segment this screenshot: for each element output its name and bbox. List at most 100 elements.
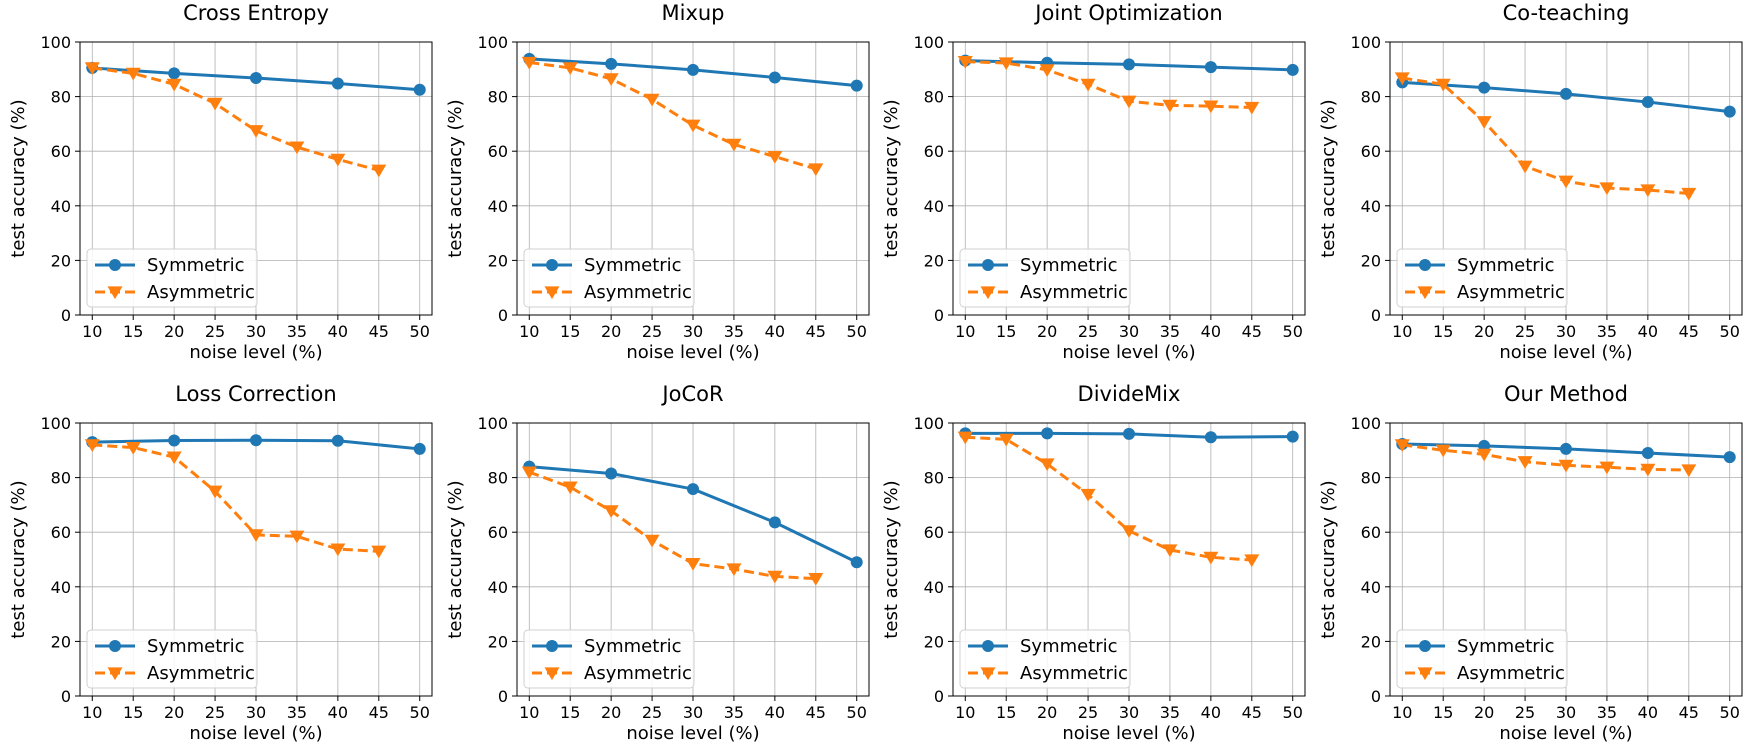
y-tick-label: 80 [924, 469, 944, 488]
chart-title: Cross Entropy [183, 1, 329, 25]
x-tick-label: 10 [955, 703, 975, 722]
y-tick-label: 100 [1350, 33, 1381, 52]
data-point [808, 163, 824, 177]
data-point [289, 530, 305, 544]
data-point [1560, 442, 1572, 455]
y-tick-label: 0 [1371, 306, 1381, 325]
data-point [1244, 554, 1260, 568]
y-axis-label: test accuracy (%) [8, 480, 29, 638]
x-tick-label: 35 [724, 703, 744, 722]
legend-marker-asymmetric [544, 667, 560, 681]
y-tick-label: 0 [1371, 687, 1381, 706]
x-tick-label: 45 [806, 322, 826, 341]
x-tick-label: 45 [369, 322, 389, 341]
x-tick-label: 25 [642, 703, 662, 722]
data-point [1435, 444, 1451, 458]
x-tick-label: 15 [1433, 322, 1453, 341]
series-line-asymmetric [1402, 76, 1689, 196]
data-point [603, 73, 619, 86]
legend-marker-symmetric [1419, 640, 1431, 652]
x-tick-label: 35 [724, 322, 744, 341]
y-axis-label: test accuracy (%) [8, 99, 29, 257]
x-tick-label: 50 [847, 703, 867, 722]
data-point [330, 543, 346, 557]
legend-label: Symmetric [584, 255, 682, 276]
series-line-asymmetric [965, 60, 1252, 110]
x-tick-label: 10 [1392, 322, 1412, 341]
y-tick-label: 100 [913, 33, 944, 52]
legend-label: Asymmetric [1457, 282, 1565, 303]
x-tick-label: 20 [601, 322, 621, 341]
data-point [957, 56, 973, 69]
data-point [1204, 61, 1217, 74]
x-tick-label: 35 [1160, 703, 1180, 722]
legend-label: Asymmetric [1020, 663, 1128, 684]
data-point [767, 151, 783, 164]
y-tick-label: 20 [488, 251, 508, 270]
legend-label: Symmetric [147, 636, 245, 657]
y-tick-label: 40 [924, 578, 944, 597]
data-point [1723, 451, 1736, 464]
x-tick-label: 25 [642, 322, 662, 341]
y-tick-label: 80 [488, 88, 508, 107]
legend-marker-asymmetric [544, 286, 560, 300]
series-asymmetric [1394, 439, 1697, 478]
y-tick-label: 40 [1361, 197, 1381, 216]
data-point [330, 153, 346, 167]
x-tick-label: 15 [1433, 703, 1453, 722]
y-tick-label: 40 [51, 197, 71, 216]
x-tick-label: 50 [1720, 703, 1740, 722]
data-point [687, 483, 699, 496]
data-point [687, 63, 699, 76]
data-point [248, 125, 264, 138]
data-point [371, 545, 387, 559]
data-point [1286, 63, 1299, 76]
data-point [413, 442, 426, 455]
series-asymmetric [84, 62, 387, 178]
x-tick-label: 35 [1597, 703, 1617, 722]
data-point [1121, 525, 1137, 538]
legend-marker-symmetric [109, 640, 121, 652]
data-point [644, 93, 660, 107]
data-point [850, 556, 863, 569]
series-asymmetric [84, 439, 387, 559]
data-point [125, 67, 141, 81]
x-axis-label: noise level (%) [189, 342, 322, 363]
x-axis-label: noise level (%) [1499, 342, 1632, 363]
data-point [521, 466, 537, 480]
data-point [1478, 81, 1491, 94]
y-tick-label: 60 [51, 142, 71, 161]
legend: Symmetric Asymmetric [959, 248, 1131, 308]
x-axis-label: noise level (%) [626, 342, 759, 363]
data-point [1599, 461, 1615, 475]
x-tick-label: 15 [996, 703, 1016, 722]
x-tick-label: 50 [847, 322, 867, 341]
y-tick-label: 40 [1361, 578, 1381, 597]
y-axis-label: test accuracy (%) [445, 480, 466, 638]
y-tick-label: 60 [51, 523, 71, 542]
legend-label: Asymmetric [1020, 282, 1128, 303]
x-tick-label: 20 [601, 703, 621, 722]
data-point [168, 434, 181, 447]
chart-panel-2: 10 15 20 25 30 35 40 45 50 0 20 40 60 80 100 Mixup noise… [445, 1, 870, 363]
y-axis-label: test accuracy (%) [881, 99, 902, 257]
x-axis-label: noise level (%) [1062, 723, 1195, 744]
data-point [1641, 96, 1654, 109]
data-point [1560, 87, 1572, 100]
chart-panel-8: 10 15 20 25 30 35 40 45 50 0 20 40 60 80 100 Our Method… [1318, 382, 1743, 744]
x-tick-label: 30 [683, 322, 703, 341]
data-point [1681, 187, 1697, 201]
y-tick-label: 60 [1361, 142, 1381, 161]
data-point [726, 138, 742, 152]
data-point [250, 72, 262, 85]
chart-title: Co-teaching [1503, 1, 1630, 25]
x-axis-label: noise level (%) [1062, 342, 1195, 363]
data-point [331, 434, 344, 447]
y-tick-label: 40 [924, 197, 944, 216]
data-point [768, 71, 781, 84]
data-point [166, 78, 182, 92]
x-tick-label: 50 [1283, 703, 1303, 722]
x-tick-label: 20 [1037, 322, 1057, 341]
x-tick-label: 15 [123, 322, 143, 341]
